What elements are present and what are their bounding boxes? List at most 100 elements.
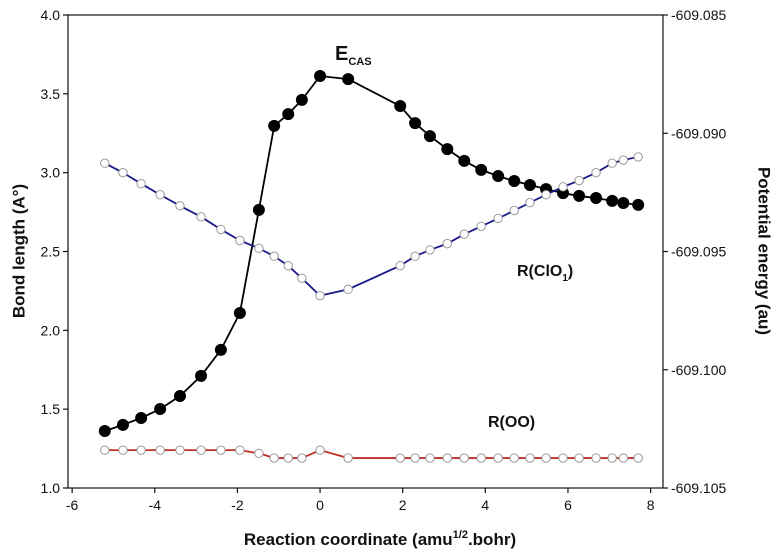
data-point — [492, 170, 505, 183]
data-point — [195, 369, 208, 382]
y-tick-label: 4.0 — [41, 7, 61, 23]
y2-tick-label: -609.085 — [671, 7, 726, 23]
data-point — [175, 201, 185, 211]
data-point — [254, 448, 264, 459]
data-point — [493, 453, 503, 463]
data-point — [574, 175, 584, 186]
data-point — [410, 251, 420, 261]
data-point — [632, 198, 645, 211]
data-point — [525, 453, 535, 463]
data-point — [196, 445, 206, 455]
data-point — [252, 203, 265, 216]
data-point — [154, 403, 167, 416]
data-point — [136, 179, 146, 189]
data-point — [343, 284, 353, 295]
data-point — [607, 158, 617, 168]
x-tick-label: 0 — [316, 497, 324, 513]
y-tick-label: 2.5 — [41, 244, 61, 260]
data-point — [196, 212, 206, 222]
data-point — [135, 411, 148, 424]
data-point — [574, 453, 584, 463]
data-point — [216, 224, 226, 235]
y-tick-label: 1.5 — [41, 401, 61, 417]
data-point — [409, 117, 422, 130]
data-point — [269, 251, 279, 261]
y2-tick-label: -609.090 — [671, 125, 726, 141]
y-tick-label: 1.0 — [41, 480, 61, 496]
data-point — [118, 445, 128, 455]
data-point — [410, 453, 420, 463]
data-point — [525, 197, 535, 208]
data-point — [100, 445, 110, 455]
data-point — [523, 179, 536, 192]
y-tick-label: 3.0 — [41, 165, 61, 181]
x-tick-label: -2 — [231, 497, 244, 513]
data-point — [268, 119, 281, 132]
data-point — [441, 143, 454, 156]
data-point — [100, 158, 110, 168]
data-point — [573, 189, 586, 202]
series-line — [104, 75, 639, 432]
data-point — [233, 306, 246, 319]
y-axis-label: Bond length (A°) — [9, 184, 28, 318]
data-point — [607, 453, 617, 463]
y2-tick-label: -609.095 — [671, 244, 726, 260]
annotation: R(OO) — [488, 414, 535, 431]
data-point — [476, 453, 486, 463]
data-point — [459, 453, 469, 463]
data-point — [493, 213, 503, 224]
annotation: R(ClO1) — [517, 263, 573, 284]
x-tick-label: 8 — [647, 497, 655, 513]
data-point — [315, 290, 325, 301]
data-point — [173, 390, 186, 403]
data-point — [425, 245, 435, 255]
data-point — [591, 453, 601, 463]
data-point — [633, 453, 643, 463]
data-point — [394, 100, 407, 113]
data-point — [618, 155, 629, 165]
data-point — [98, 425, 111, 438]
x-tick-label: 6 — [564, 497, 572, 513]
data-point — [295, 93, 308, 106]
data-point — [175, 445, 185, 455]
data-point — [423, 130, 436, 143]
data-point — [541, 453, 551, 463]
x-tick-label: 2 — [399, 497, 407, 513]
data-point — [155, 445, 165, 455]
data-point — [509, 205, 519, 216]
y-tick-label: 2.0 — [41, 322, 61, 338]
data-point — [283, 453, 293, 463]
x-tick-label: -4 — [149, 497, 162, 513]
data-point — [315, 445, 325, 455]
annotation: ECAS — [335, 43, 372, 68]
data-point — [254, 243, 264, 254]
data-point — [475, 163, 488, 176]
y2-axis-label: Potential energy (au) — [755, 167, 774, 335]
data-point — [425, 453, 435, 463]
data-point — [633, 152, 643, 162]
data-point — [136, 445, 146, 455]
data-point — [590, 192, 603, 205]
data-point — [235, 445, 245, 455]
data-point — [155, 190, 165, 200]
data-point — [269, 453, 279, 463]
data-point — [509, 453, 519, 463]
data-point — [343, 453, 353, 463]
y2-tick-label: -609.100 — [671, 362, 726, 378]
data-point — [442, 238, 453, 249]
x-axis-label: Reaction coordinate (amu1/2.bohr) — [244, 529, 516, 549]
data-point — [458, 154, 471, 167]
data-point — [235, 235, 245, 246]
data-point — [558, 453, 568, 463]
data-point — [116, 418, 129, 431]
data-point — [216, 445, 226, 455]
x-tick-label: 4 — [481, 497, 489, 513]
data-point — [282, 108, 295, 121]
data-point — [442, 453, 453, 463]
data-point — [541, 190, 551, 200]
data-point — [395, 260, 405, 271]
plot-frame — [67, 14, 664, 489]
data-point — [283, 260, 293, 271]
series-line — [104, 449, 639, 459]
